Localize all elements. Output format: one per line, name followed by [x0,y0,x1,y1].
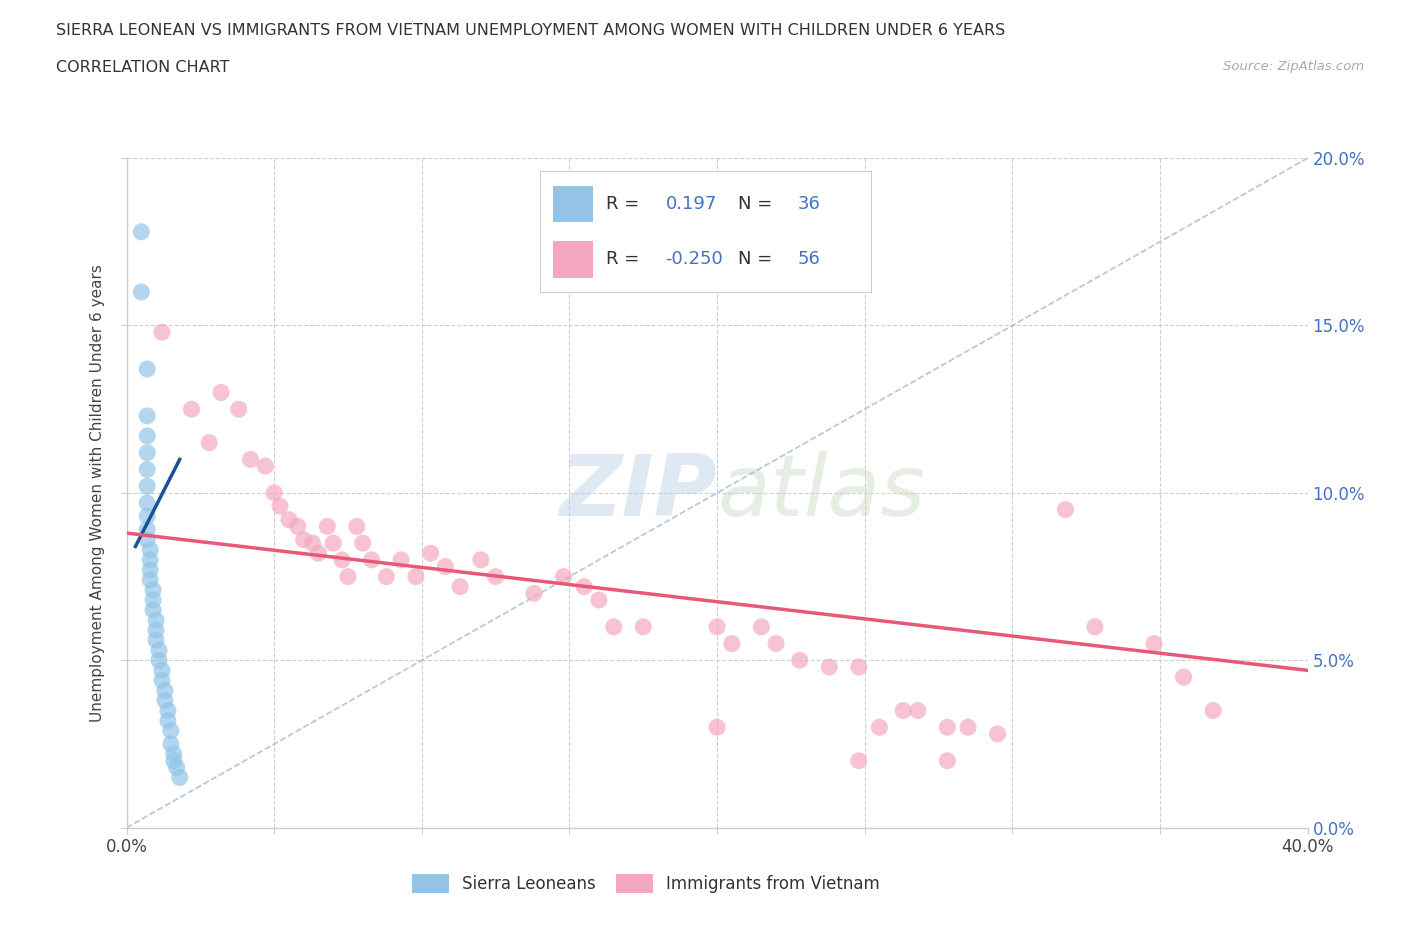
Point [1173,670,1195,684]
Point [936,720,959,735]
Point [136,509,159,524]
Point [603,619,626,634]
Point [145,613,167,628]
Point [145,623,167,638]
Point [142,592,165,607]
Point [765,636,787,651]
Point [322,536,344,551]
Point [405,569,427,584]
Point [263,485,285,500]
Point [139,563,162,578]
Point [936,753,959,768]
Point [153,693,176,708]
Point [136,445,159,460]
Point [818,659,841,674]
Point [789,653,811,668]
Point [553,569,575,584]
Point [287,519,309,534]
Point [159,737,183,751]
Point [523,586,546,601]
Point [720,636,742,651]
Point [150,325,173,339]
Point [434,559,457,574]
Point [148,643,170,658]
Point [278,512,301,527]
Legend: Sierra Leoneans, Immigrants from Vietnam: Sierra Leoneans, Immigrants from Vietnam [406,867,887,899]
Point [1202,703,1225,718]
Point [139,552,162,567]
Point [169,770,191,785]
Point [136,408,159,423]
Point [228,402,250,417]
Point [150,663,173,678]
Point [156,703,179,718]
Point [142,582,165,597]
Point [316,519,339,534]
Point [751,619,773,634]
Point [891,703,914,718]
Point [588,592,610,607]
Point [470,552,492,567]
Point [136,462,159,477]
Text: Source: ZipAtlas.com: Source: ZipAtlas.com [1223,60,1364,73]
Text: SIERRA LEONEAN VS IMMIGRANTS FROM VIETNAM UNEMPLOYMENT AMONG WOMEN WITH CHILDREN: SIERRA LEONEAN VS IMMIGRANTS FROM VIETNA… [56,23,1005,38]
Point [307,546,329,561]
Point [136,496,159,511]
Point [987,726,1010,741]
Point [301,536,323,551]
Point [346,519,368,534]
Point [1054,502,1077,517]
Point [153,683,176,698]
Point [239,452,262,467]
Point [1143,636,1166,651]
Point [150,673,173,688]
Point [129,224,153,239]
Y-axis label: Unemployment Among Women with Children Under 6 years: Unemployment Among Women with Children U… [90,264,105,722]
Point [156,713,179,728]
Point [209,385,232,400]
Point [484,569,508,584]
Point [148,653,170,668]
Point [269,498,291,513]
Point [136,429,159,444]
Point [180,402,202,417]
Text: atlas: atlas [717,451,925,535]
Point [574,579,596,594]
Point [706,720,728,735]
Point [419,546,441,561]
Point [198,435,221,450]
Point [907,703,929,718]
Text: ZIP: ZIP [560,451,717,535]
Point [869,720,891,735]
Point [129,285,153,299]
Point [145,632,167,647]
Point [449,579,471,594]
Point [848,753,870,768]
Point [159,724,183,738]
Point [360,552,382,567]
Point [136,523,159,538]
Point [163,747,186,762]
Point [706,619,728,634]
Point [163,753,186,768]
Point [136,362,159,377]
Point [142,603,165,618]
Point [139,573,162,588]
Point [631,619,654,634]
Point [136,479,159,494]
Point [848,659,870,674]
Point [375,569,398,584]
Point [139,542,162,557]
Point [1084,619,1107,634]
Point [956,720,979,735]
Point [292,532,315,547]
Point [330,552,353,567]
Point [166,760,188,775]
Point [337,569,360,584]
Point [254,458,277,473]
Point [389,552,412,567]
Point [352,536,374,551]
Point [136,532,159,547]
Text: CORRELATION CHART: CORRELATION CHART [56,60,229,75]
